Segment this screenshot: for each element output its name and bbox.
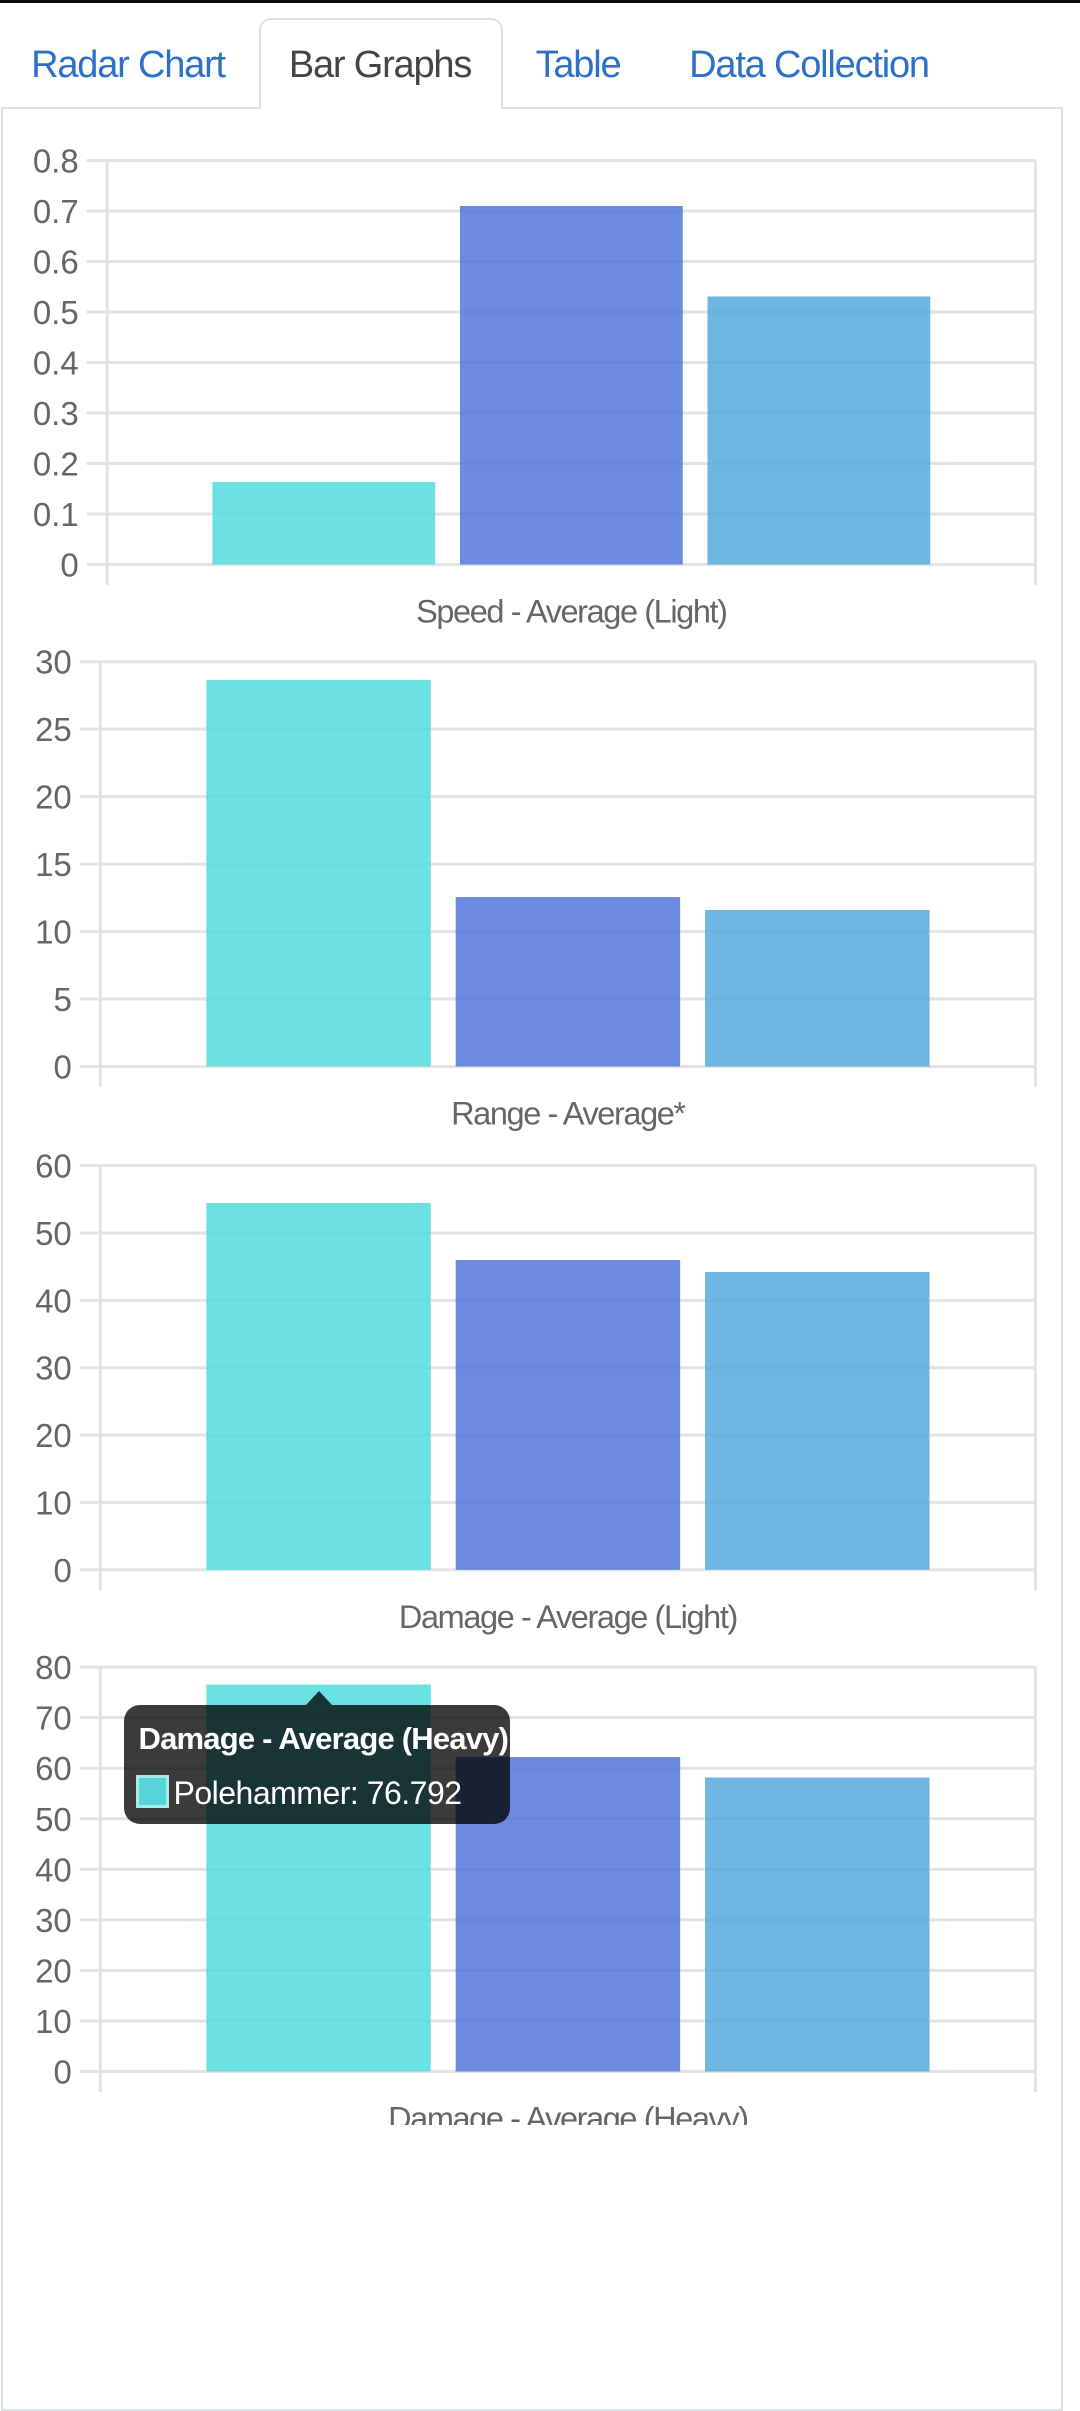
svg-text:15: 15	[35, 846, 72, 883]
svg-text:40: 40	[35, 1282, 72, 1319]
svg-text:Damage - Average (Light): Damage - Average (Light)	[399, 1599, 737, 1635]
svg-text:0: 0	[53, 2054, 71, 2091]
svg-text:Speed - Average (Light): Speed - Average (Light)	[416, 594, 726, 630]
svg-text:20: 20	[35, 1952, 72, 1989]
svg-text:0.3: 0.3	[33, 395, 79, 432]
svg-text:10: 10	[35, 914, 72, 951]
svg-text:10: 10	[35, 2003, 72, 2040]
svg-text:Range - Average*: Range - Average*	[451, 1096, 686, 1132]
svg-text:0: 0	[53, 1049, 71, 1086]
svg-text:0.1: 0.1	[33, 496, 79, 533]
svg-text:60: 60	[35, 1750, 72, 1787]
svg-text:0: 0	[53, 1552, 71, 1589]
svg-text:20: 20	[35, 1417, 72, 1454]
svg-text:70: 70	[35, 1700, 72, 1737]
svg-text:50: 50	[35, 1801, 72, 1838]
svg-text:60: 60	[35, 1148, 72, 1185]
svg-text:30: 30	[35, 1902, 72, 1939]
svg-text:30: 30	[35, 1350, 72, 1387]
svg-text:0.4: 0.4	[33, 345, 79, 382]
svg-text:0.7: 0.7	[33, 193, 79, 230]
svg-text:Damage - Average (Heavy): Damage - Average (Heavy)	[388, 2101, 748, 2126]
svg-text:0.8: 0.8	[33, 143, 79, 180]
svg-text:40: 40	[35, 1851, 72, 1888]
svg-text:50: 50	[35, 1215, 72, 1252]
svg-text:80: 80	[35, 1649, 72, 1686]
svg-text:20: 20	[35, 779, 72, 816]
svg-text:0.5: 0.5	[33, 294, 79, 331]
svg-text:5: 5	[53, 981, 71, 1018]
svg-text:0.2: 0.2	[33, 446, 79, 483]
svg-text:30: 30	[35, 644, 72, 681]
svg-text:0: 0	[60, 547, 78, 584]
svg-text:10: 10	[35, 1484, 72, 1521]
svg-text:0.6: 0.6	[33, 244, 79, 281]
svg-text:25: 25	[35, 711, 72, 748]
